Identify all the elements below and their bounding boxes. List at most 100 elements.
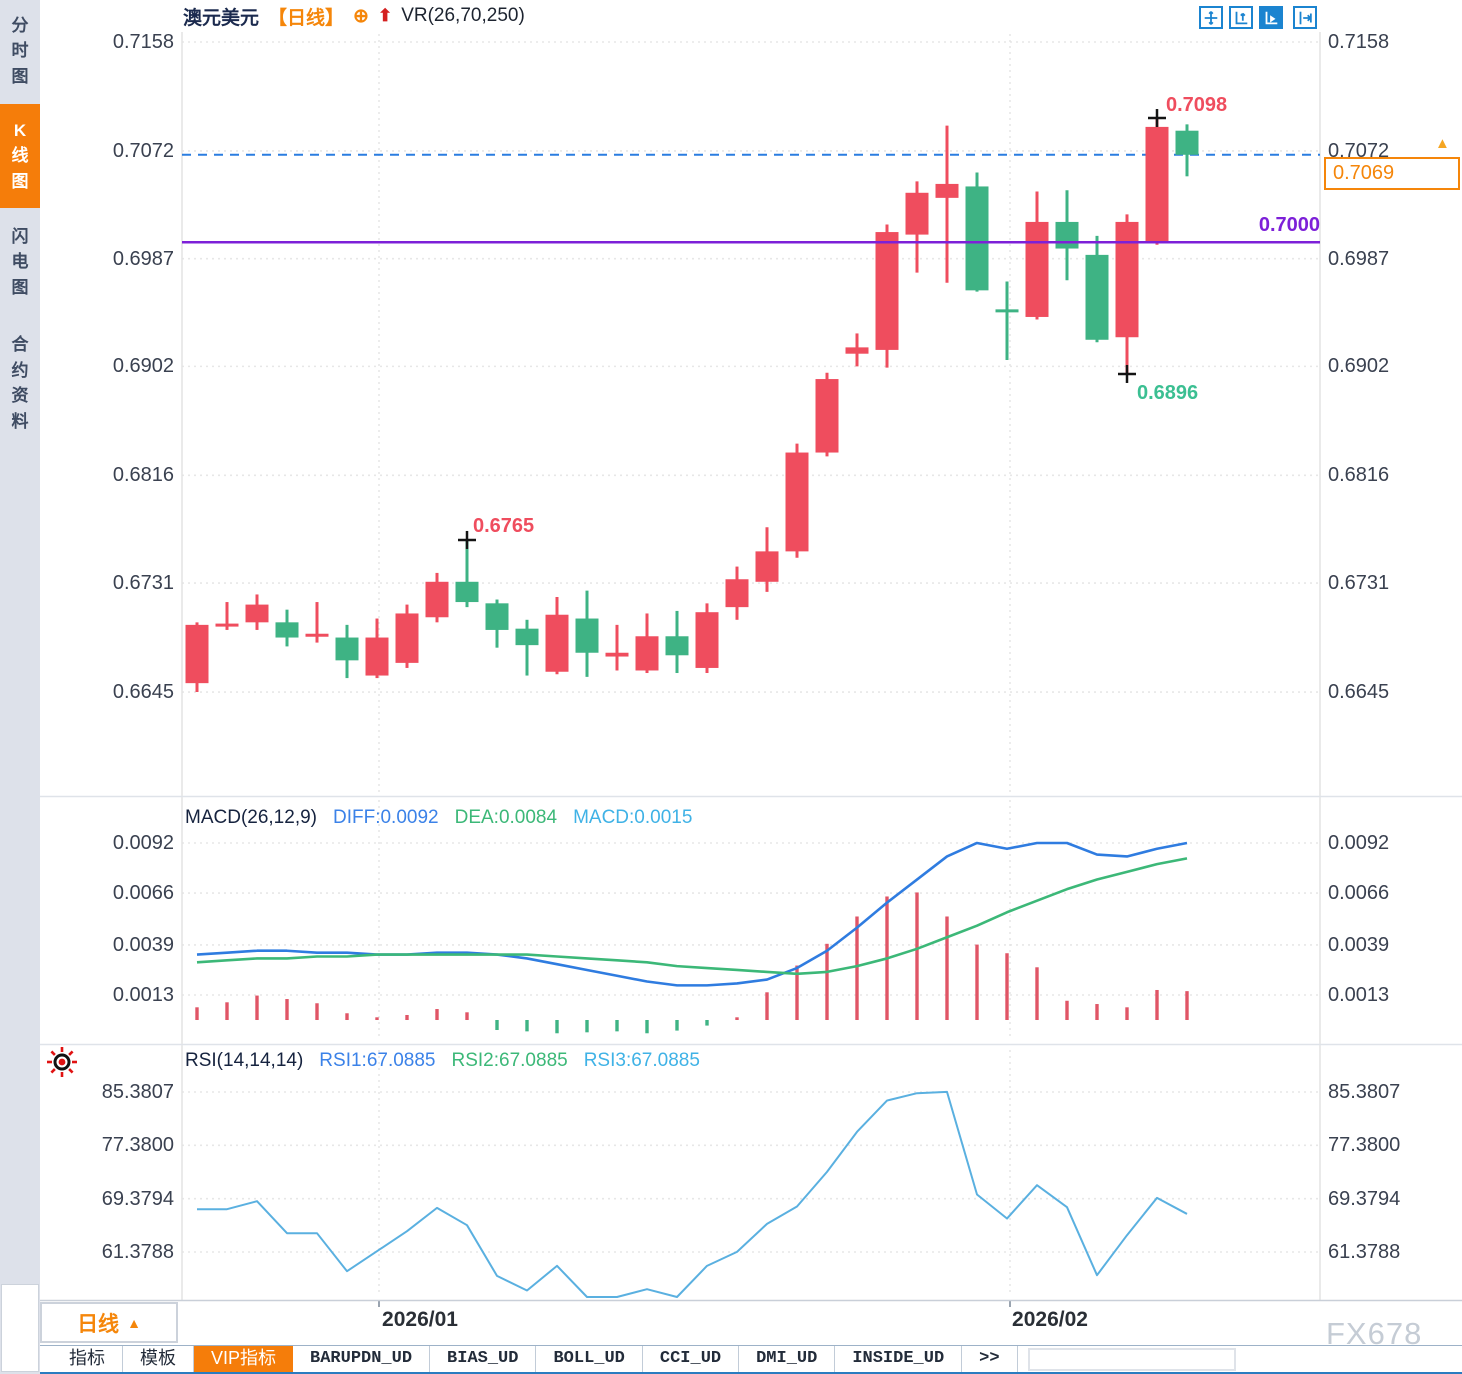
caret-up-icon: ▲ [127, 1314, 141, 1331]
macd-histogram-bar [735, 1017, 739, 1020]
macd-histogram-bar [975, 944, 979, 1020]
candle [575, 590, 599, 677]
candle [1055, 190, 1079, 281]
bottom-tab-1[interactable]: 指标 [52, 1346, 123, 1372]
macd-histogram-bar [1125, 1007, 1129, 1020]
sidebar-item-1[interactable]: 分时图 [0, 2, 40, 100]
candle [515, 619, 539, 676]
candle [365, 618, 389, 679]
sidebar-item-4[interactable]: 合约资料 [0, 316, 40, 450]
candle [455, 539, 479, 608]
pan-right-icon[interactable] [1293, 6, 1317, 29]
bottom-tab-4[interactable]: BARUPDN_UD [293, 1346, 431, 1372]
macd-histogram-bar [1155, 989, 1159, 1020]
alert-dot-icon [44, 1044, 80, 1085]
y-axis-tick-label: 0.6902 [112, 355, 174, 378]
y-axis-tick-label: 0.0092 [112, 831, 174, 854]
candle [905, 181, 929, 273]
y-axis-tick-label: 0.6731 [112, 572, 174, 595]
macd-histogram-bar [405, 1014, 409, 1020]
macd-dea-value: DEA:0.0084 [454, 807, 558, 828]
macd-histogram-bar [1095, 1004, 1099, 1020]
macd-histogram-bar [645, 1020, 649, 1034]
rsi3-value: RSI3:67.0885 [583, 1050, 700, 1071]
candle [605, 624, 629, 671]
candle [1085, 235, 1109, 343]
candle [545, 596, 569, 675]
macd-diff-line [196, 841, 1188, 987]
candle [935, 125, 959, 283]
macd-histogram-bar [825, 943, 829, 1020]
y-axis-tick-label: 0.0092 [1328, 831, 1390, 854]
candle [335, 624, 359, 679]
bottom-tab-6[interactable]: BOLL_UD [536, 1346, 643, 1372]
macd-histogram-bar [705, 1020, 709, 1026]
y-axis-tick-label: 77.3800 [1328, 1134, 1401, 1157]
candle [305, 602, 329, 643]
macd-diff-value: DIFF:0.0092 [333, 807, 439, 828]
candle [1175, 124, 1199, 177]
period-selector-button[interactable]: 日线 ▲ [40, 1302, 178, 1343]
period-selector-label: 日线 [77, 1312, 120, 1336]
y-axis-tick-label: 0.7072 [1328, 139, 1390, 162]
rsi1-value: RSI1:67.0885 [319, 1050, 436, 1071]
macd-histogram-bar [495, 1020, 499, 1031]
macd-histogram-bar [855, 916, 859, 1020]
bar-low-label: 0.6896 [1137, 382, 1199, 404]
y-axis-tick-label: 0.6731 [1328, 572, 1390, 595]
axis-scale-icon[interactable] [1259, 6, 1283, 29]
bottom-tab-7[interactable]: CCI_UD [643, 1346, 740, 1372]
chart-header: 澳元美元 【日线】 ⊕ ⬆ VR(26,70,250) [183, 3, 525, 29]
rsi-panel-header: RSI(14,14,14) RSI1:67.0885 RSI2:67.0885 … [185, 1050, 700, 1072]
macd-histogram-bar [435, 1009, 439, 1020]
bottom-tab-8[interactable]: DMI_UD [739, 1346, 836, 1372]
macd-histogram-bar [345, 1013, 349, 1020]
bottom-tab-2[interactable]: 模板 [123, 1346, 194, 1372]
bottom-tab-9[interactable]: INSIDE_UD [835, 1346, 963, 1372]
current-price-box: 0.7069 [1324, 157, 1460, 190]
macd-histogram-bar [765, 992, 769, 1020]
y-axis-tick-label: 61.3788 [101, 1240, 174, 1263]
bottom-tab-5[interactable]: BIAS_UD [430, 1346, 537, 1372]
macd-panel-header: MACD(26,12,9) DIFF:0.0092 DEA:0.0084 MAC… [185, 807, 692, 829]
sidebar-bottom-cell [1, 1284, 39, 1372]
macd-histogram-bar [555, 1020, 559, 1034]
x-axis-date-label: 2026/01 [382, 1308, 458, 1331]
chart-toolbar [1199, 6, 1323, 29]
move-crosshair-icon[interactable] [1199, 6, 1223, 29]
support-price-label: 0.7000 [1258, 214, 1320, 236]
y-axis-tick-label: 0.6987 [1328, 247, 1390, 270]
candle [215, 602, 239, 630]
bottom-tab-10[interactable]: >> [962, 1346, 1018, 1372]
bottom-tab-3[interactable]: VIP指标 [194, 1346, 294, 1372]
empty-tab-slot [1027, 1348, 1236, 1371]
y-axis-tick-label: 0.7158 [112, 31, 174, 53]
y-axis-tick-label: 0.0066 [1328, 882, 1390, 905]
candle [245, 594, 269, 630]
candle [725, 566, 749, 620]
macd-histogram-bar [195, 1007, 199, 1020]
macd-histogram-bar [315, 1003, 319, 1020]
watermark: FX678 [1326, 1316, 1423, 1351]
macd-histogram-bar [525, 1020, 529, 1032]
circle-plus-icon[interactable]: ⊕ [353, 5, 369, 27]
macd-title: MACD(26,12,9) [185, 807, 317, 828]
y-axis-tick-label: 0.0066 [112, 882, 174, 905]
rsi-title: RSI(14,14,14) [185, 1050, 304, 1071]
axis-zoom-icon[interactable] [1229, 6, 1253, 29]
sidebar-item-3[interactable]: 闪电图 [0, 212, 40, 312]
y-axis-tick-label: 0.0039 [1328, 933, 1390, 956]
macd-histogram-bar [675, 1020, 679, 1031]
macd-histogram-bar [615, 1020, 619, 1032]
macd-histogram-bar [225, 1002, 229, 1020]
macd-histogram-bar [1035, 967, 1039, 1020]
candle [635, 613, 659, 674]
y-axis-tick-label: 0.6902 [1328, 355, 1390, 378]
bar-high-label: 0.7098 [1166, 94, 1228, 116]
price-up-arrow-icon: ▲ [1435, 135, 1450, 152]
candle [995, 281, 1019, 361]
